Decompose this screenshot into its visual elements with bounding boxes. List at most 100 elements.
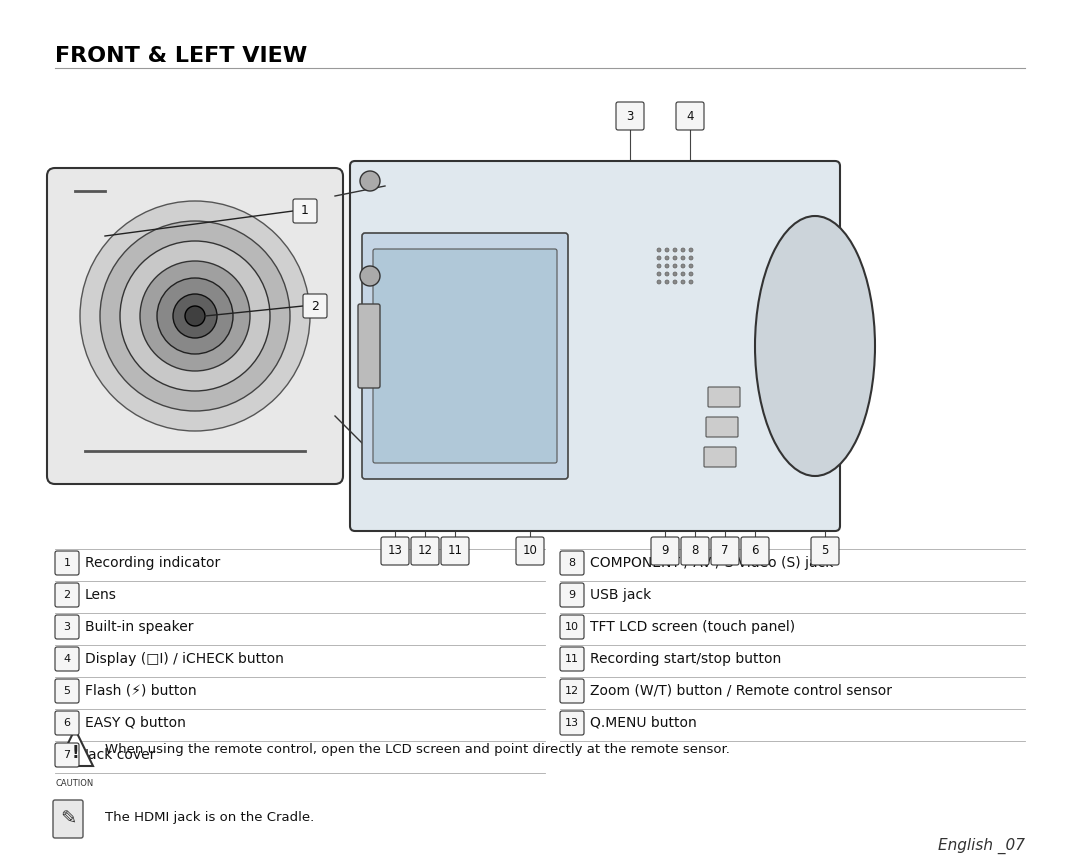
Text: 6: 6 bbox=[752, 545, 759, 558]
Text: Recording start/stop button: Recording start/stop button bbox=[590, 652, 781, 666]
FancyBboxPatch shape bbox=[441, 537, 469, 565]
FancyBboxPatch shape bbox=[704, 447, 735, 467]
Text: English _07: English _07 bbox=[939, 837, 1025, 854]
Circle shape bbox=[665, 248, 669, 252]
Text: 1: 1 bbox=[301, 204, 309, 217]
FancyBboxPatch shape bbox=[55, 711, 79, 735]
Circle shape bbox=[689, 280, 693, 284]
Circle shape bbox=[185, 306, 205, 326]
Text: USB jack: USB jack bbox=[590, 588, 651, 602]
Circle shape bbox=[120, 241, 270, 391]
Text: !: ! bbox=[71, 744, 79, 762]
Text: 12: 12 bbox=[418, 545, 432, 558]
Text: 9: 9 bbox=[661, 545, 669, 558]
Circle shape bbox=[173, 294, 217, 338]
FancyBboxPatch shape bbox=[561, 679, 584, 703]
Circle shape bbox=[673, 248, 677, 252]
Text: 8: 8 bbox=[568, 558, 576, 568]
Circle shape bbox=[657, 280, 661, 284]
FancyBboxPatch shape bbox=[708, 387, 740, 407]
FancyBboxPatch shape bbox=[55, 679, 79, 703]
Text: 5: 5 bbox=[64, 686, 70, 696]
FancyBboxPatch shape bbox=[55, 647, 79, 671]
Circle shape bbox=[689, 248, 693, 252]
Circle shape bbox=[665, 264, 669, 268]
FancyBboxPatch shape bbox=[516, 537, 544, 565]
Circle shape bbox=[681, 280, 685, 284]
Text: Q.MENU button: Q.MENU button bbox=[590, 716, 697, 730]
Text: COMPONENT / AV / S-Video (S) jack: COMPONENT / AV / S-Video (S) jack bbox=[590, 556, 834, 570]
Circle shape bbox=[673, 264, 677, 268]
Text: 7: 7 bbox=[721, 545, 729, 558]
Text: TFT LCD screen (touch panel): TFT LCD screen (touch panel) bbox=[590, 620, 795, 634]
FancyBboxPatch shape bbox=[561, 647, 584, 671]
FancyBboxPatch shape bbox=[373, 249, 557, 463]
FancyBboxPatch shape bbox=[681, 537, 708, 565]
Circle shape bbox=[665, 272, 669, 276]
Text: 2: 2 bbox=[311, 300, 319, 313]
Text: ✎: ✎ bbox=[59, 810, 77, 829]
Circle shape bbox=[689, 264, 693, 268]
FancyBboxPatch shape bbox=[561, 551, 584, 575]
Text: 3: 3 bbox=[64, 622, 70, 632]
FancyBboxPatch shape bbox=[811, 537, 839, 565]
Text: Zoom (W/T) button / Remote control sensor: Zoom (W/T) button / Remote control senso… bbox=[590, 684, 892, 698]
Text: Lens: Lens bbox=[85, 588, 117, 602]
Circle shape bbox=[140, 261, 249, 371]
Text: 10: 10 bbox=[565, 622, 579, 632]
FancyBboxPatch shape bbox=[303, 294, 327, 318]
FancyBboxPatch shape bbox=[561, 711, 584, 735]
Text: 9: 9 bbox=[568, 590, 576, 600]
FancyBboxPatch shape bbox=[711, 537, 739, 565]
Text: 13: 13 bbox=[565, 718, 579, 728]
FancyBboxPatch shape bbox=[55, 551, 79, 575]
Text: 11: 11 bbox=[447, 545, 462, 558]
FancyBboxPatch shape bbox=[651, 537, 679, 565]
Circle shape bbox=[665, 280, 669, 284]
Text: 4: 4 bbox=[686, 109, 693, 122]
FancyBboxPatch shape bbox=[411, 537, 438, 565]
Text: 8: 8 bbox=[691, 545, 699, 558]
Text: CAUTION: CAUTION bbox=[56, 779, 94, 788]
Text: 2: 2 bbox=[64, 590, 70, 600]
Circle shape bbox=[360, 266, 380, 286]
Text: 11: 11 bbox=[565, 654, 579, 664]
Circle shape bbox=[80, 201, 310, 431]
Circle shape bbox=[689, 256, 693, 260]
FancyBboxPatch shape bbox=[53, 800, 83, 838]
Polygon shape bbox=[335, 186, 384, 466]
Circle shape bbox=[689, 272, 693, 276]
Text: 12: 12 bbox=[565, 686, 579, 696]
FancyBboxPatch shape bbox=[48, 168, 343, 484]
FancyBboxPatch shape bbox=[616, 102, 644, 130]
Circle shape bbox=[665, 256, 669, 260]
Circle shape bbox=[673, 272, 677, 276]
Circle shape bbox=[657, 264, 661, 268]
FancyBboxPatch shape bbox=[55, 583, 79, 607]
FancyBboxPatch shape bbox=[676, 102, 704, 130]
FancyBboxPatch shape bbox=[293, 199, 318, 223]
Text: Jack cover: Jack cover bbox=[85, 748, 157, 762]
Text: When using the remote control, open the LCD screen and point directly at the rem: When using the remote control, open the … bbox=[105, 742, 730, 755]
Polygon shape bbox=[57, 729, 93, 766]
Circle shape bbox=[657, 272, 661, 276]
Text: 5: 5 bbox=[821, 545, 828, 558]
Circle shape bbox=[657, 248, 661, 252]
Text: Built-in speaker: Built-in speaker bbox=[85, 620, 193, 634]
Text: Recording indicator: Recording indicator bbox=[85, 556, 220, 570]
Circle shape bbox=[681, 248, 685, 252]
FancyBboxPatch shape bbox=[561, 583, 584, 607]
Circle shape bbox=[681, 256, 685, 260]
Circle shape bbox=[681, 264, 685, 268]
Text: 6: 6 bbox=[64, 718, 70, 728]
Text: Display (□I) / iCHECK button: Display (□I) / iCHECK button bbox=[85, 652, 284, 666]
FancyBboxPatch shape bbox=[55, 743, 79, 767]
FancyBboxPatch shape bbox=[350, 161, 840, 531]
Circle shape bbox=[673, 280, 677, 284]
Text: 3: 3 bbox=[626, 109, 634, 122]
Text: 13: 13 bbox=[388, 545, 403, 558]
Text: The HDMI jack is on the Cradle.: The HDMI jack is on the Cradle. bbox=[105, 811, 314, 824]
FancyBboxPatch shape bbox=[381, 537, 409, 565]
FancyBboxPatch shape bbox=[706, 417, 738, 437]
Circle shape bbox=[681, 272, 685, 276]
